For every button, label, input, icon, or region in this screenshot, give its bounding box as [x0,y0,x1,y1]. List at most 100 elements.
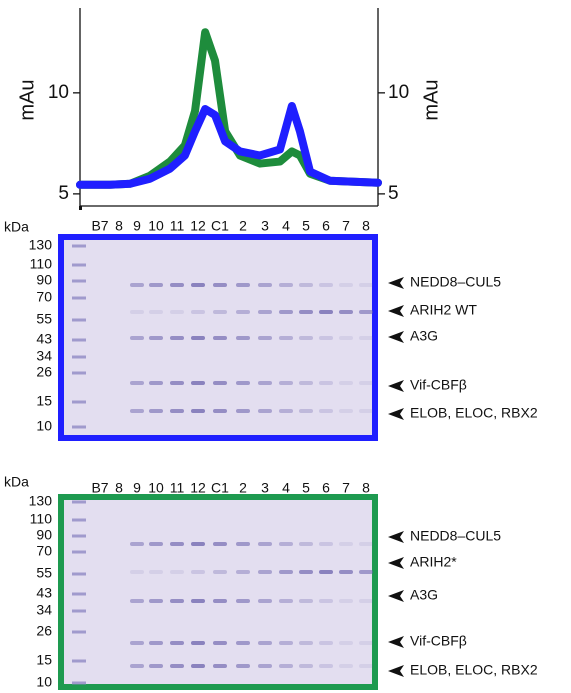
protein-band [279,664,293,668]
protein-band [359,310,373,314]
protein-band [149,570,163,574]
protein-band [130,283,144,287]
band-arrow [388,557,404,569]
protein-band [299,599,313,603]
marker-label: 90 [36,527,52,543]
lane-label: 9 [133,480,141,496]
protein-band [319,641,333,645]
lane-label: 6 [322,218,330,234]
band-label: A3G [410,587,438,603]
lane-label: 8 [115,218,123,234]
y2-tick-label: 10 [388,82,409,103]
ladder-band [72,244,86,248]
protein-band [170,599,184,603]
protein-band [130,641,144,645]
protein-band [236,381,250,385]
protein-band [213,542,227,546]
protein-band [359,381,373,385]
lane-label: 8 [362,480,370,496]
protein-band [359,641,373,645]
protein-band [191,599,205,603]
protein-band [339,310,353,314]
band-label: ARIH2* [410,554,457,570]
protein-band [130,542,144,546]
ladder-band [72,500,86,504]
protein-band [236,310,250,314]
protein-band [339,542,353,546]
protein-band [149,336,163,340]
protein-band [170,336,184,340]
ladder-band [72,592,86,596]
protein-band [279,381,293,385]
protein-band [130,570,144,574]
protein-band [319,381,333,385]
protein-band [191,283,205,287]
unit-label: kDa [4,474,29,490]
protein-band [258,409,272,413]
trace [76,28,382,189]
lane-label: 2 [239,480,247,496]
protein-band [299,542,313,546]
marker-label: 43 [36,331,52,347]
protein-band [258,310,272,314]
lane-label: 7 [342,480,350,496]
band-label: Vif-CBFβ [410,377,467,393]
ladder-band [72,681,86,685]
protein-band [213,664,227,668]
protein-band [279,599,293,603]
ladder-band [72,355,86,359]
protein-band [299,336,313,340]
marker-label: 26 [36,364,52,380]
lane-label: 5 [302,218,310,234]
protein-band [319,664,333,668]
marker-label: 10 [36,674,52,690]
ladder-band [72,318,86,322]
band-label: A3G [410,328,438,344]
lane-label: 4 [282,480,290,496]
ladder-band [72,630,86,634]
protein-band [258,336,272,340]
protein-band [170,641,184,645]
protein-band [130,336,144,340]
ladder-band [72,534,86,538]
lane-label: 11 [170,218,185,234]
band-arrow [388,305,404,317]
protein-band [149,310,163,314]
protein-band [236,542,250,546]
protein-band [299,664,313,668]
band-arrow [388,277,404,289]
band-arrow [388,636,404,648]
protein-band [130,409,144,413]
protein-band [130,310,144,314]
protein-band [279,641,293,645]
ladder-band [72,609,86,613]
band-arrow [388,590,404,602]
band-label: NEDD8–CUL5 [410,528,501,544]
protein-band [299,570,313,574]
protein-band [258,570,272,574]
protein-band [170,310,184,314]
ladder-band [72,263,86,267]
protein-band [149,641,163,645]
lane-label: 4 [282,218,290,234]
protein-band [359,664,373,668]
protein-band [319,570,333,574]
lane-label: 12 [190,218,206,234]
protein-band [130,599,144,603]
protein-band [339,599,353,603]
protein-band [236,570,250,574]
protein-band [170,542,184,546]
protein-band [319,409,333,413]
protein-band [359,599,373,603]
marker-label: 34 [36,348,52,364]
protein-band [258,542,272,546]
protein-band [213,336,227,340]
protein-band [213,310,227,314]
protein-band [191,310,205,314]
lane-label: 7 [342,218,350,234]
protein-band [299,283,313,287]
protein-band [299,409,313,413]
protein-band [213,570,227,574]
marker-label: 34 [36,602,52,618]
